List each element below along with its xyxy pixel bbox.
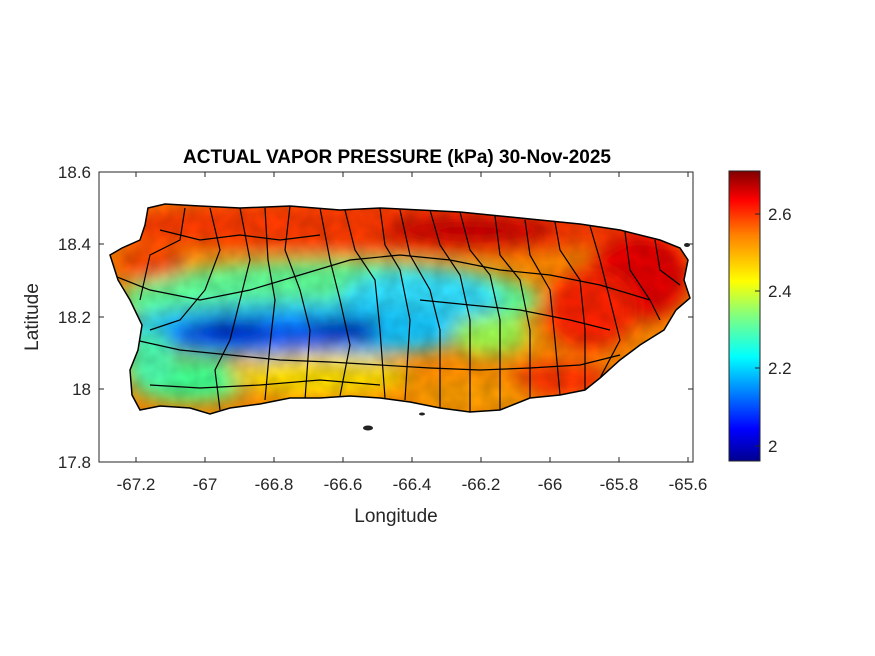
x-tick-label: -66.6	[324, 475, 363, 494]
y-axis: 18.6 18.4 18.2 18 17.8	[58, 163, 693, 472]
x-tick-label: -66.8	[255, 475, 294, 494]
x-tick-label: -66.2	[462, 475, 501, 494]
y-tick-label: 18	[72, 380, 91, 399]
y-tick-label: 18.6	[58, 163, 91, 182]
y-tick-label: 18.2	[58, 308, 91, 327]
municipality-boundaries	[111, 205, 681, 412]
x-tick-label: -67.2	[117, 475, 156, 494]
colorbar-tick-label: 2.6	[768, 205, 792, 224]
x-axis-label: Longitude	[354, 506, 437, 527]
x-tick-label: -67	[193, 475, 218, 494]
chart-title: ACTUAL VAPOR PRESSURE (kPa) 30-Nov-2025	[183, 147, 611, 168]
colorbar-gradient	[728, 170, 761, 462]
y-tick-label: 17.8	[58, 453, 91, 472]
y-axis-label: Latitude	[22, 283, 43, 351]
x-tick-label: -65.8	[600, 475, 639, 494]
y-tick-label: 18.4	[58, 235, 91, 254]
colorbar: 2.6 2.4 2.2 2	[728, 170, 792, 462]
colorbar-tick-label: 2.2	[768, 359, 792, 378]
colorbar-tick-label: 2	[768, 437, 777, 456]
x-tick-label: -65.6	[669, 475, 708, 494]
x-tick-label: -66	[538, 475, 563, 494]
x-tick-label: -66.4	[393, 475, 432, 494]
colorbar-tick-label: 2.4	[768, 282, 792, 301]
x-axis: -67.2 -67 -66.8 -66.6 -66.4 -66.2 -66 -6…	[117, 172, 708, 494]
